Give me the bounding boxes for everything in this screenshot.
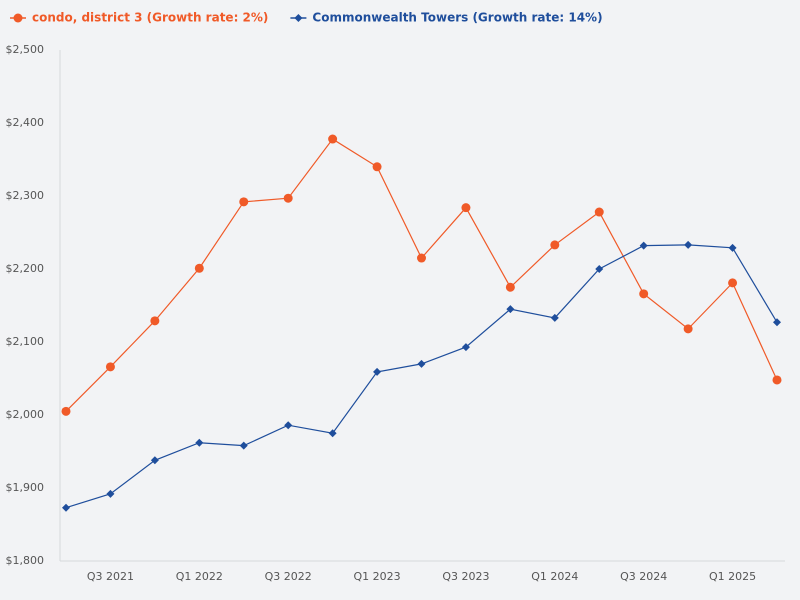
point <box>417 253 426 263</box>
point <box>550 240 560 250</box>
legend-text: Commonwealth Towers (Growth rate: 14%) <box>312 11 602 25</box>
point <box>372 162 382 172</box>
point <box>62 503 70 512</box>
point <box>328 134 338 144</box>
point <box>639 289 649 299</box>
point <box>13 13 23 23</box>
point <box>284 421 293 430</box>
y-tick-label: $2,000 <box>6 408 45 421</box>
point <box>283 193 293 203</box>
point <box>728 243 737 252</box>
point <box>595 265 604 273</box>
point <box>550 313 559 322</box>
y-tick-label: $1,900 <box>6 481 45 494</box>
point <box>506 305 515 314</box>
point <box>728 278 738 288</box>
y-tick-label: $1,800 <box>6 554 45 567</box>
y-tick-label: $2,200 <box>6 262 45 275</box>
x-tick-label: Q3 2021 <box>87 570 134 583</box>
point <box>683 324 693 334</box>
y-tick-label: $2,100 <box>6 335 45 348</box>
point <box>461 343 470 352</box>
x-tick-label: Q3 2023 <box>442 570 489 583</box>
point <box>294 14 303 22</box>
series-line <box>65 138 778 412</box>
legend-text: condo, district 3 (Growth rate: 2%) <box>32 11 268 25</box>
point <box>684 240 693 249</box>
point <box>417 359 426 368</box>
point <box>773 318 781 327</box>
y-tick-label: $2,400 <box>6 116 45 129</box>
point <box>194 263 204 273</box>
x-tick-label: Q3 2022 <box>265 570 312 583</box>
point <box>105 362 115 372</box>
point <box>373 367 382 376</box>
point <box>150 456 159 465</box>
point <box>239 441 248 450</box>
point <box>505 282 515 292</box>
point <box>772 375 782 385</box>
x-tick-label: Q1 2025 <box>709 570 756 583</box>
point <box>639 241 648 250</box>
x-tick-label: Q1 2022 <box>176 570 223 583</box>
point <box>461 203 471 213</box>
point <box>150 316 160 326</box>
point <box>106 489 115 498</box>
y-tick-label: $2,500 <box>6 43 45 56</box>
x-tick-label: Q3 2024 <box>620 570 667 583</box>
point <box>328 429 337 438</box>
series-line <box>65 244 778 509</box>
point <box>195 438 204 447</box>
x-tick-label: Q1 2024 <box>531 570 578 583</box>
point <box>61 406 71 416</box>
point <box>239 197 249 207</box>
point <box>594 207 604 217</box>
x-tick-label: Q1 2023 <box>353 570 400 583</box>
y-tick-label: $2,300 <box>6 189 45 202</box>
